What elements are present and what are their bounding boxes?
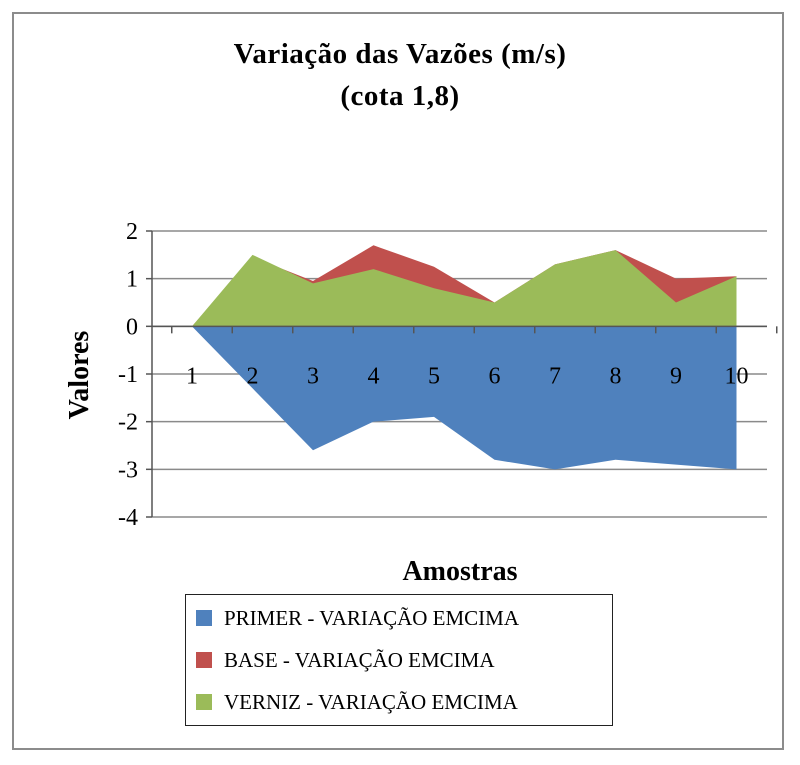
legend-swatch-primer [196, 610, 212, 626]
x-tick-label: 7 [549, 363, 561, 389]
x-tick-label: 2 [247, 363, 259, 389]
series-areas [192, 245, 737, 470]
series-area-0 [192, 326, 737, 470]
axes [146, 230, 778, 518]
x-tick-label: 5 [428, 363, 440, 389]
chart-title: Variação das Vazões (m/s) [233, 38, 567, 70]
y-tick-label: 1 [126, 267, 138, 293]
legend-label-verniz: VERNIZ - VARIAÇÃO EMCIMA [224, 689, 518, 714]
legend-swatch-verniz [196, 694, 212, 710]
y-tick-label: -4 [118, 505, 138, 531]
legend-item-base: BASE - VARIAÇÃO EMCIMA [196, 645, 495, 675]
chart-legend: PRIMER - VARIAÇÃO EMCIMA BASE - VARIAÇÃO… [185, 594, 613, 726]
y-tick-label: -3 [118, 457, 138, 483]
y-tick-label: 0 [126, 314, 138, 340]
x-axis-title: Amostras [402, 556, 517, 587]
legend-swatch-base [196, 652, 212, 668]
chart-subtitle: (cota 1,8) [340, 80, 460, 112]
x-tick-label: 9 [670, 363, 682, 389]
legend-label-base: BASE - VARIAÇÃO EMCIMA [224, 647, 495, 672]
x-tick-label: 1 [186, 363, 198, 389]
x-tick-label: 10 [725, 363, 749, 389]
x-tick-label: 3 [307, 363, 319, 389]
legend-item-verniz: VERNIZ - VARIAÇÃO EMCIMA [196, 687, 518, 717]
series-area-2 [192, 250, 737, 327]
area-chart: 210-1-2-3-41 2 3 4 5 6 7 8 9 10 Amostras Valores [64, 219, 778, 587]
y-tick-label: -1 [118, 362, 138, 388]
tick-labels: 210-1-2-3-41 2 3 4 5 6 7 8 9 10 [118, 219, 749, 531]
y-axis-title: Valores [64, 331, 95, 420]
y-tick-label: 2 [126, 219, 138, 245]
legend-item-primer: PRIMER - VARIAÇÃO EMCIMA [196, 603, 519, 633]
x-tick-label: 8 [610, 363, 622, 389]
x-tick-label: 4 [368, 363, 380, 389]
x-tick-label: 6 [489, 363, 501, 389]
legend-label-primer: PRIMER - VARIAÇÃO EMCIMA [224, 605, 520, 630]
y-tick-label: -2 [118, 410, 138, 436]
